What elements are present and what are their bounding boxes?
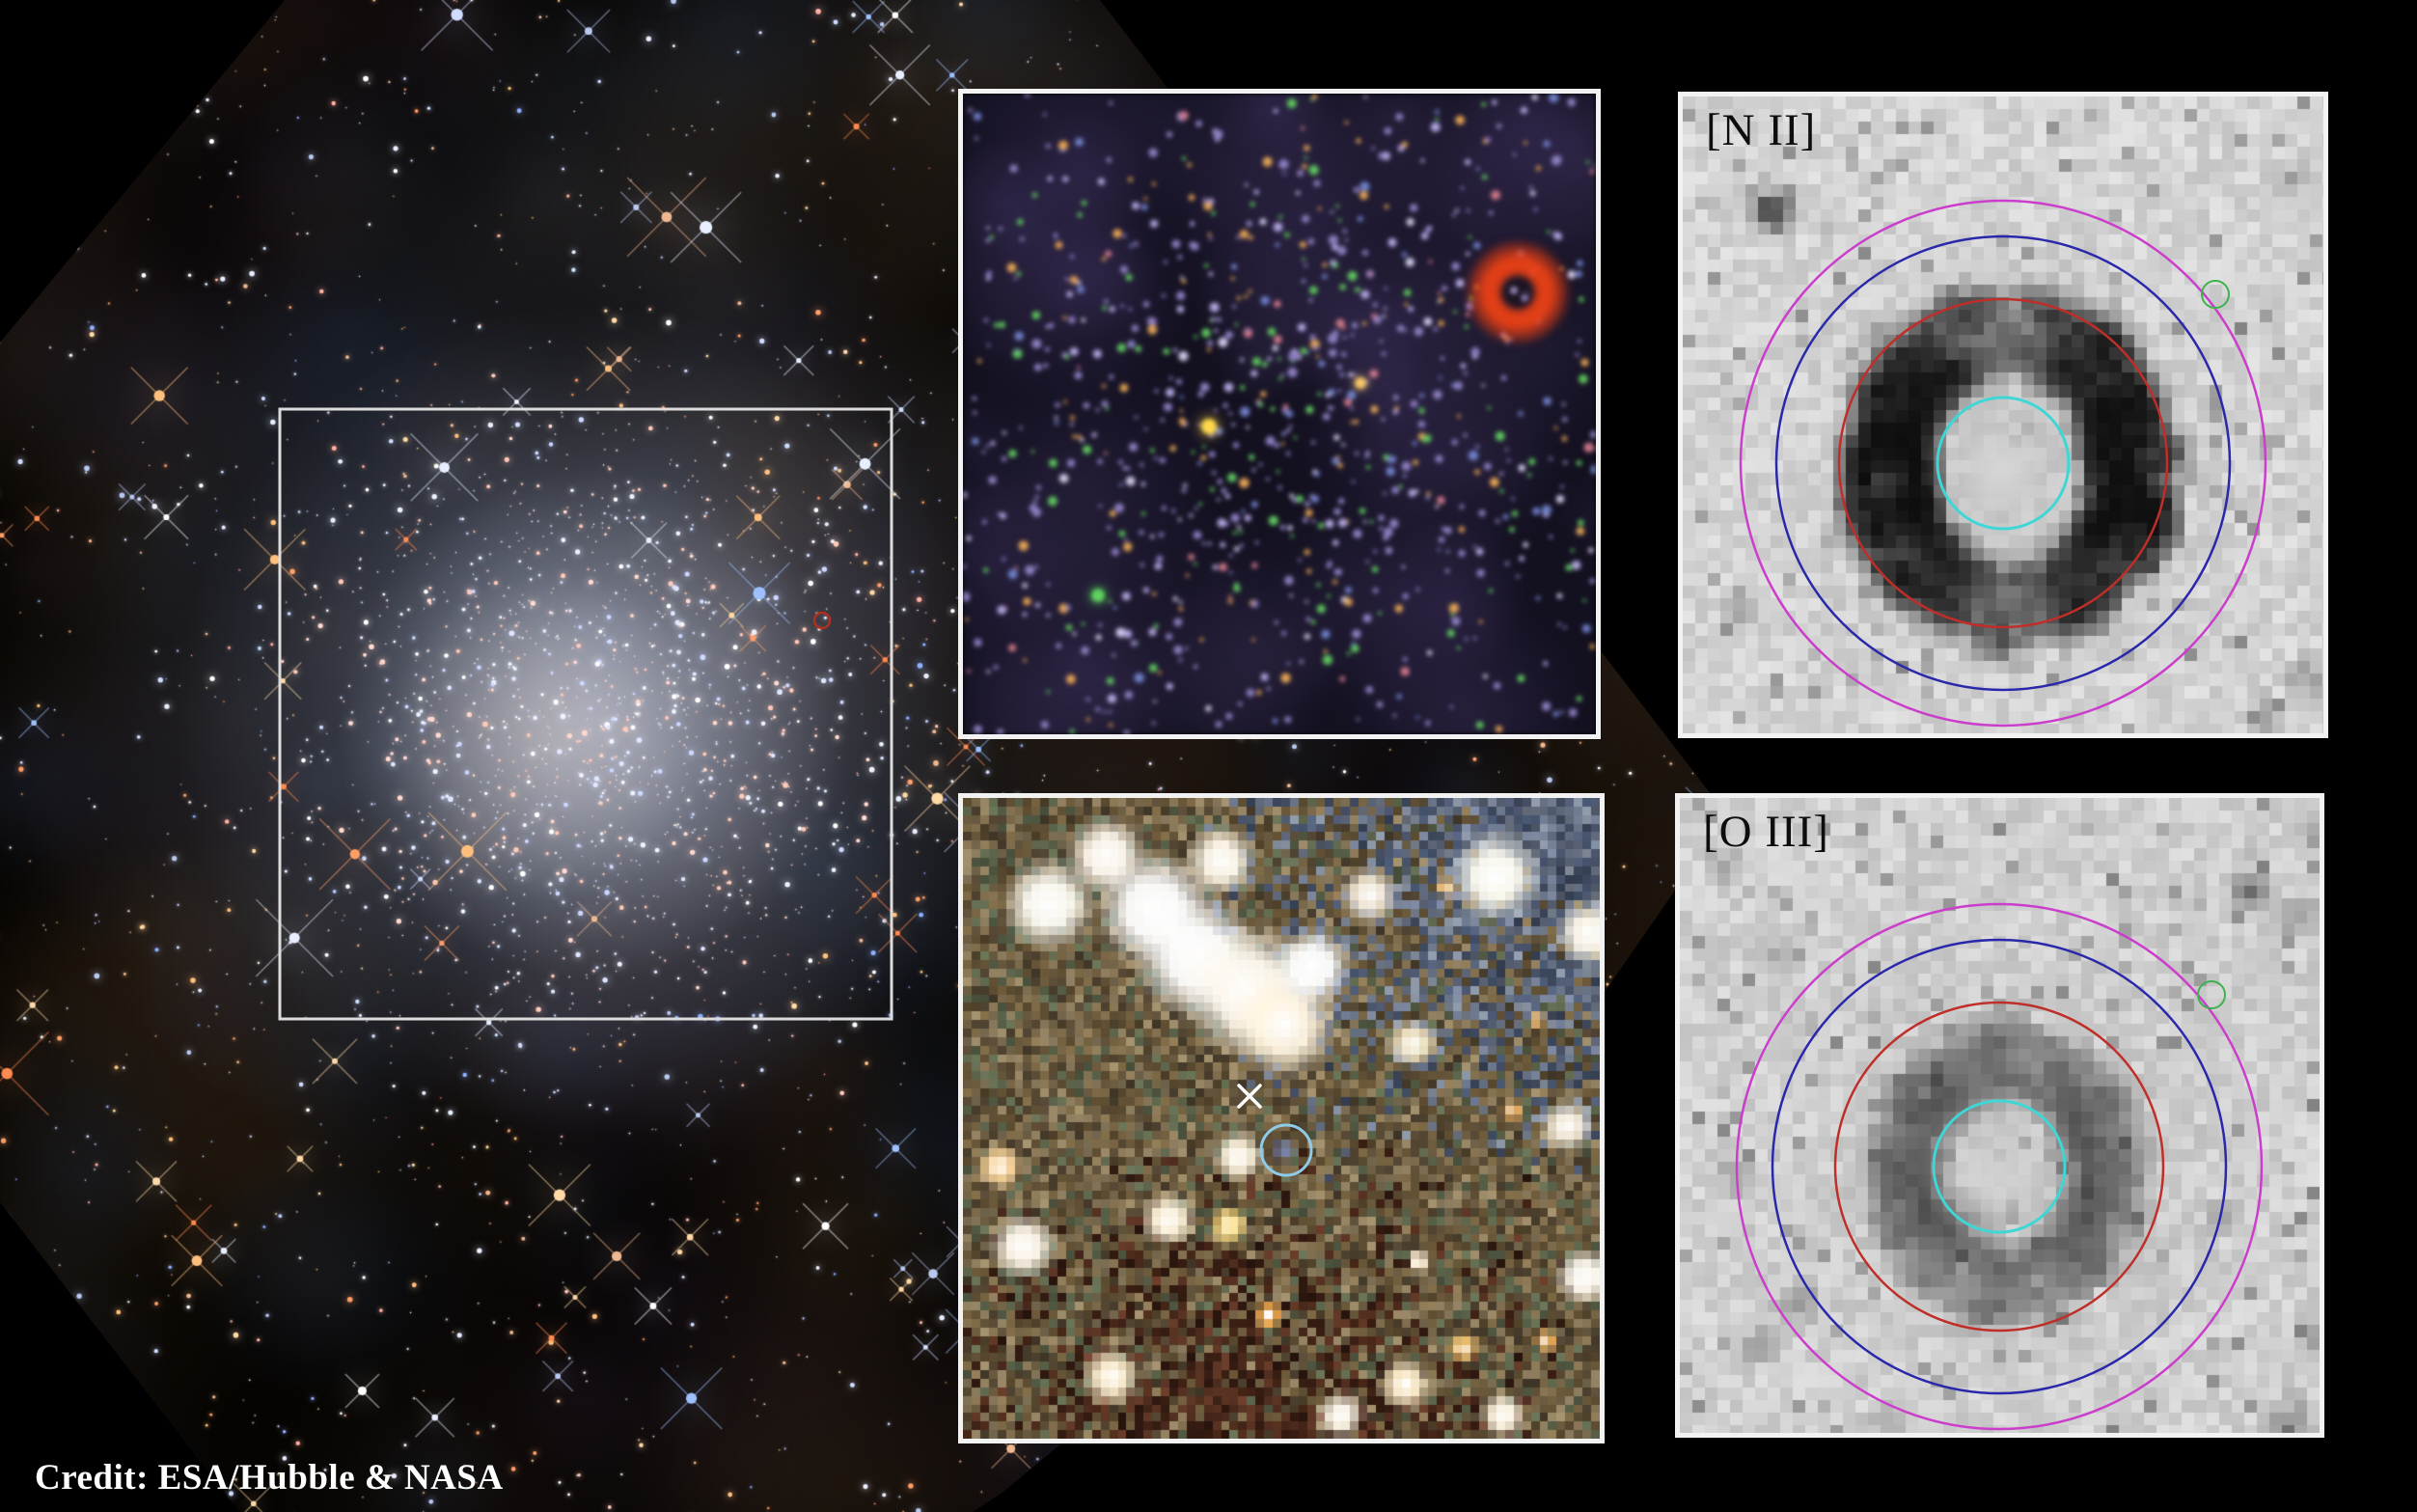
comparison-circle-green: [2201, 280, 2230, 309]
aperture-circle-red: [1833, 1001, 2165, 1333]
nii-aperture-annotations: [1739, 199, 2267, 728]
aperture-circle-cyan: [1932, 1099, 2067, 1234]
x-marker: [1237, 1084, 1262, 1109]
aperture-circle-red: [1837, 297, 2169, 629]
candidate-circle: [1259, 1123, 1313, 1177]
aperture-circle-magenta: [1739, 199, 2267, 728]
image-credit: Credit: ESA/Hubble & NASA: [35, 1458, 504, 1498]
candidate-annotations: [1237, 1084, 1313, 1177]
cluster-core-image: [963, 94, 1596, 734]
panel-nii-image: [N II]: [1678, 92, 2328, 738]
panel-zoom-cluster-core: [958, 89, 1601, 739]
comparison-circle-green: [2197, 980, 2226, 1009]
aperture-circle-blue: [1771, 938, 2228, 1395]
panel-oiii-image: [O III]: [1675, 793, 2324, 1438]
aperture-circle-blue: [1774, 234, 2232, 692]
aperture-circle-cyan: [1936, 396, 2071, 531]
oiii-label: [O III]: [1703, 807, 1829, 857]
nii-label: [N II]: [1706, 105, 1817, 155]
oiii-aperture-annotations: [1735, 902, 2264, 1431]
candidate-field-image: [963, 798, 1600, 1439]
panel-zoom-candidate: [958, 793, 1605, 1443]
aperture-circle-magenta: [1735, 902, 2264, 1431]
